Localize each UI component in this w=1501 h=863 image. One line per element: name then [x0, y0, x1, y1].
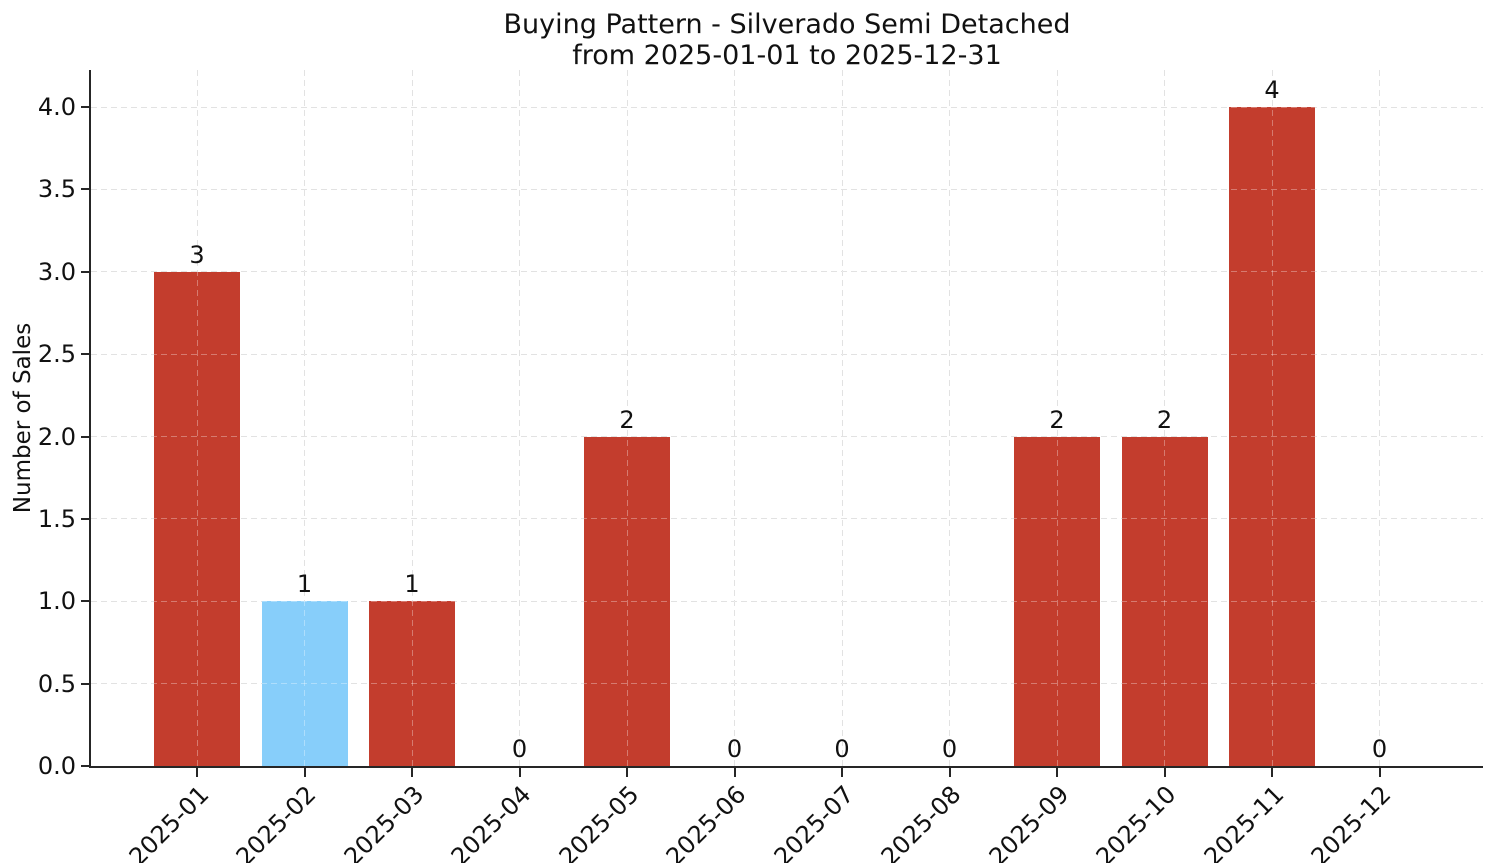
- x-tick-label: 2025-08: [875, 780, 967, 863]
- y-tick-label: 4.0: [37, 93, 76, 121]
- x-tick-label: 2025-10: [1090, 780, 1182, 863]
- x-tick-mark: [1378, 768, 1381, 777]
- vertical-gridline: [949, 70, 950, 766]
- bar-value-label: 3: [189, 240, 205, 269]
- x-tick-label: 2025-05: [553, 780, 645, 863]
- x-tick-mark: [196, 768, 198, 777]
- vertical-gridline: [841, 70, 843, 766]
- x-tick-mark: [841, 768, 843, 777]
- y-tick-mark: [81, 765, 89, 767]
- x-tick-mark: [733, 768, 736, 777]
- x-tick-mark: [411, 768, 413, 777]
- y-tick-label: 2.0: [37, 422, 76, 451]
- bar-value-label: 0: [834, 735, 850, 763]
- plot-area: 3 1 1 0 2 0 0 0 2 2 4 0: [89, 70, 1483, 768]
- bar-value-label: 4: [1264, 76, 1280, 104]
- x-tick-label: 2025-04: [445, 780, 537, 863]
- vertical-gridline: [734, 70, 735, 766]
- bar-value-label: 0: [726, 735, 743, 763]
- bar-2025-02: [261, 601, 348, 766]
- vertical-gridline: [519, 70, 520, 766]
- bar-value-label: 2: [619, 405, 635, 434]
- x-tick-label: 2025-03: [338, 780, 430, 863]
- vertical-gridline: [1379, 70, 1380, 766]
- x-tick-mark: [1056, 768, 1058, 777]
- x-tick-label: 2025-11: [1198, 780, 1290, 863]
- y-tick-mark: [81, 435, 89, 438]
- x-tick-label: 2025-01: [123, 780, 215, 863]
- x-tick-label: 2025-09: [983, 780, 1075, 863]
- chart-title-block: Buying Pattern - Silverado Semi Detached…: [91, 9, 1483, 71]
- bar-2025-11: [1229, 107, 1315, 766]
- chart-title: Buying Pattern - Silverado Semi Detached: [503, 9, 1071, 40]
- vertical-gridline: [519, 70, 520, 766]
- x-tick-mark: [626, 768, 628, 777]
- bar-2025-09: [1014, 436, 1100, 766]
- x-tick-label: 2025-02: [230, 780, 322, 863]
- y-tick-label: 3.5: [37, 175, 76, 204]
- y-tick-mark: [81, 353, 89, 356]
- x-tick-label: 2025-07: [768, 780, 860, 863]
- bar-2025-01: [154, 271, 240, 766]
- bar-2025-03: [369, 601, 455, 766]
- bar-value-label: 2: [1156, 405, 1173, 434]
- y-tick-mark: [81, 517, 89, 520]
- bar-2025-05: [584, 436, 670, 766]
- bar-value-label: 0: [511, 735, 528, 763]
- x-tick-mark: [518, 768, 521, 777]
- y-tick-label: 3.0: [37, 257, 76, 286]
- y-tick-mark: [81, 270, 89, 273]
- bar-value-label: 1: [296, 570, 313, 599]
- y-tick-label: 0.0: [37, 752, 76, 780]
- bar-value-label: 1: [404, 570, 420, 599]
- bar-value-label: 0: [1371, 735, 1388, 763]
- y-tick-label: 1.5: [37, 504, 76, 533]
- y-tick-label: 1.0: [37, 587, 76, 616]
- vertical-gridline: [841, 70, 843, 766]
- bar-value-label: 0: [941, 735, 958, 763]
- y-tick-mark: [81, 682, 89, 685]
- vertical-gridline: [1379, 70, 1380, 766]
- y-tick-mark: [81, 188, 89, 191]
- chart-subtitle: from 2025-01-01 to 2025-12-31: [572, 40, 1002, 71]
- x-tick-label: 2025-12: [1305, 780, 1397, 863]
- y-tick-label: 0.5: [37, 669, 76, 698]
- x-tick-label: 2025-06: [660, 780, 752, 863]
- y-tick-label: 2.5: [37, 340, 76, 369]
- x-tick-mark: [1163, 768, 1166, 777]
- x-tick-mark: [948, 768, 951, 777]
- y-tick-mark: [81, 106, 89, 108]
- x-tick-mark: [303, 768, 306, 777]
- bar-2025-10: [1121, 436, 1208, 766]
- bar-value-label: 2: [1049, 405, 1065, 434]
- x-tick-mark: [1271, 768, 1273, 777]
- vertical-gridline: [734, 70, 735, 766]
- y-tick-mark: [81, 600, 89, 603]
- vertical-gridline: [949, 70, 950, 766]
